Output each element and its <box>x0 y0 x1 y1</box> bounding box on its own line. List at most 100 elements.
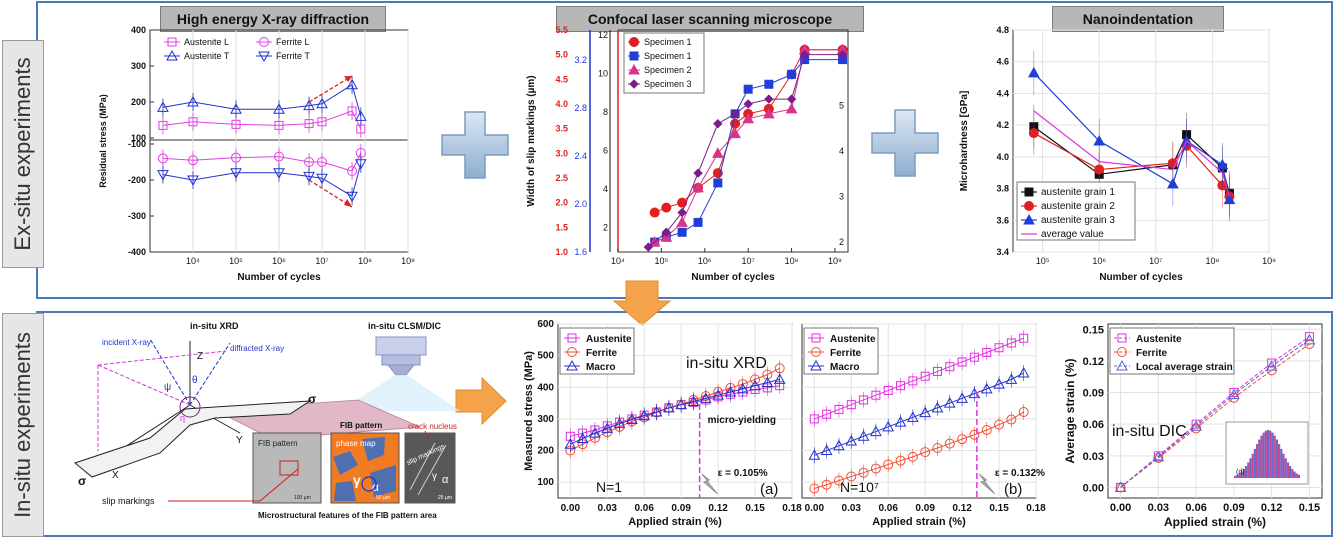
legend-label: Ferrite <box>830 348 862 359</box>
data-point <box>982 347 992 357</box>
inset-bar <box>1293 471 1296 478</box>
data-point <box>316 97 328 109</box>
data-point <box>354 110 367 121</box>
inset-bar <box>1251 453 1254 478</box>
x-tick-label: 10⁴ <box>186 256 200 266</box>
y-tick-label-blue: 2.8 <box>574 103 587 113</box>
inset-bar <box>1273 435 1276 478</box>
x-tick-label: 10⁹ <box>401 256 415 266</box>
svg-text:Y: Y <box>236 435 243 446</box>
x-axis-label: Applied strain (%) <box>872 516 966 528</box>
pointer-arrow-icon <box>701 473 718 495</box>
y-tick-label-blue: 2.0 <box>574 199 587 209</box>
y-tick-label-red: 5.5 <box>555 25 568 35</box>
trend-arrow-up <box>308 75 353 103</box>
series-line <box>1120 336 1310 488</box>
data-point <box>230 103 242 114</box>
data-point <box>764 94 774 104</box>
inset-bar <box>1289 466 1292 478</box>
data-point <box>786 94 797 104</box>
data-point <box>957 434 968 445</box>
inset-bar <box>1245 466 1248 478</box>
svg-text:Z: Z <box>197 351 203 362</box>
data-point <box>589 427 601 438</box>
data-point <box>956 392 968 403</box>
legend-box <box>1109 327 1235 375</box>
data-point <box>274 120 284 130</box>
data-point <box>1017 367 1030 378</box>
y-tick-label-red: 3.5 <box>555 124 568 134</box>
y-tick-label: 0.12 <box>1083 356 1104 368</box>
data-point <box>764 79 774 89</box>
x-tick-label: 0.12 <box>1261 502 1282 514</box>
ex-situ-label-box: Ex-situ experiments <box>2 40 44 268</box>
y-tick-label: 3.6 <box>996 215 1009 225</box>
data-point <box>317 117 327 127</box>
data-point <box>187 95 199 107</box>
y-tick-label-red: 4.0 <box>555 99 568 109</box>
legend-label: austenite grain 2 <box>1041 201 1115 212</box>
x-tick-label: 0.06 <box>634 503 654 514</box>
legend-marker <box>258 51 270 63</box>
data-point <box>883 385 893 395</box>
data-point <box>736 382 749 394</box>
y-tick-label: 0.06 <box>1083 419 1104 431</box>
data-point <box>677 207 687 218</box>
plot-frame <box>1107 323 1323 499</box>
data-point <box>230 168 242 179</box>
data-point <box>347 166 358 176</box>
legend-label: austenite grain 1 <box>1041 187 1115 198</box>
data-point <box>304 119 314 129</box>
chart-insitu-xrd-a: 600 500 400 300 200 100 0.00 0.03 0.06 0.09 0.12 0.… <box>523 319 802 528</box>
x-tick-label: 0.00 <box>1110 502 1131 514</box>
data-point <box>692 181 704 193</box>
legend-label: Ferrite L <box>276 37 310 47</box>
header-nano: Nanoindentation <box>1052 6 1224 32</box>
epsilon-label: ε = 0.105% <box>718 468 768 479</box>
data-point <box>1153 452 1164 463</box>
legend-marker <box>629 37 639 47</box>
x-tick-label: 10⁷ <box>315 256 328 266</box>
y-tick-label: 300 <box>537 414 554 425</box>
series-line <box>1033 110 1231 197</box>
data-point <box>773 373 786 384</box>
data-point <box>1006 414 1017 425</box>
data-point <box>857 430 870 441</box>
x-tick-label: 0.03 <box>1148 502 1169 514</box>
data-point <box>799 49 810 60</box>
svg-text:25 µm: 25 µm <box>438 495 452 501</box>
legend-marker <box>566 359 578 371</box>
data-point <box>883 459 894 470</box>
svg-text:η: η <box>180 413 185 423</box>
data-point <box>1265 360 1278 371</box>
y-tick-label-red: 1.5 <box>555 222 568 232</box>
data-point <box>304 157 315 167</box>
y-axis-label: Width of slip markings (µm) <box>526 75 537 206</box>
inset-bar <box>1238 473 1241 478</box>
x-tick-label: 10⁵ <box>1036 256 1050 266</box>
data-point <box>981 424 992 435</box>
inset-bar <box>1236 474 1239 478</box>
data-point <box>231 119 241 129</box>
data-point <box>157 153 168 164</box>
y-tick-label-right: 4 <box>839 146 844 156</box>
y-tick-label: 300 <box>131 61 146 71</box>
inset-bar <box>1253 448 1256 478</box>
svg-text:γ: γ <box>353 472 361 488</box>
insitu-clsm-label: in-situ CLSM/DIC <box>368 321 441 331</box>
data-point <box>969 429 980 440</box>
svg-text:γ: γ <box>432 471 437 482</box>
data-point <box>809 483 820 494</box>
y-tick-label-black: 12 <box>598 30 608 40</box>
y-tick-label-black: 2 <box>603 223 608 233</box>
down-arrow-icon <box>612 280 672 326</box>
data-point <box>1006 338 1016 348</box>
header-clsm: Confocal laser scanning microscope <box>556 6 864 32</box>
data-point <box>303 171 315 183</box>
svg-text:phase map: phase map <box>336 439 376 448</box>
y-tick-label: 4.0 <box>996 152 1009 162</box>
legend-marker <box>259 37 269 47</box>
microscope-icon <box>340 336 460 411</box>
trend-arrow-down <box>308 179 353 208</box>
x-tick-label: 0.12 <box>952 503 972 514</box>
